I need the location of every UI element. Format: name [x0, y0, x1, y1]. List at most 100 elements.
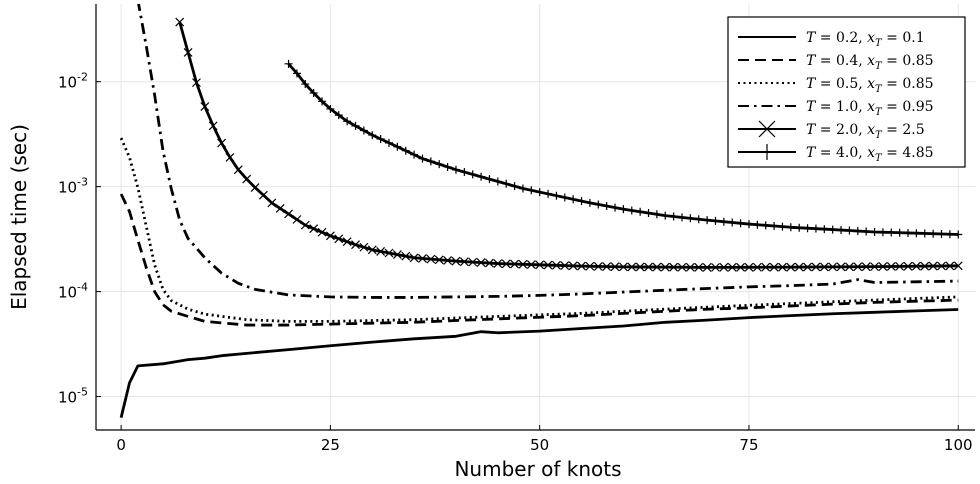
plus-marker [611, 203, 620, 212]
plus-marker [820, 225, 829, 234]
x-marker [870, 262, 879, 272]
x-marker [702, 262, 712, 272]
x-marker [526, 260, 536, 269]
plus-marker [401, 146, 410, 155]
plus-marker [719, 217, 728, 226]
legend-entry-4: T = 2.0, xT = 2.5 [738, 120, 925, 141]
x-marker [610, 262, 620, 272]
x-marker [401, 251, 411, 261]
x-marker [736, 262, 746, 272]
x-marker [183, 48, 193, 57]
x-tick-label: 50 [530, 436, 549, 454]
legend-label: T = 0.5, xT = 0.85 [806, 76, 934, 95]
plus-marker [686, 214, 695, 223]
plus-marker [418, 154, 427, 163]
y-tick-exponent: -5 [77, 386, 88, 399]
x-marker [577, 261, 586, 271]
plus-marker [887, 228, 896, 237]
x-marker [309, 224, 319, 234]
plus-marker [778, 222, 787, 231]
x-marker [761, 262, 771, 272]
plus-marker [443, 162, 452, 171]
plus-marker [904, 228, 913, 237]
plus-marker [828, 225, 837, 234]
plus-marker [435, 160, 444, 169]
x-marker [217, 138, 226, 148]
x-marker [635, 262, 645, 272]
x-marker [778, 262, 787, 272]
y-tick-exponent: -4 [77, 281, 88, 294]
plus-marker [493, 177, 502, 186]
x-marker [418, 254, 427, 263]
x-marker [711, 262, 720, 272]
x-marker [552, 260, 561, 270]
x-marker [758, 120, 776, 138]
x-marker [451, 256, 461, 266]
x-marker [476, 258, 486, 268]
plus-marker [937, 229, 946, 238]
x-marker [945, 261, 955, 271]
plus-marker [912, 229, 921, 238]
x-marker [376, 246, 386, 256]
plus-marker [535, 188, 544, 197]
x-marker [443, 256, 453, 265]
series-line [119, 308, 959, 418]
x-marker [602, 262, 612, 271]
x-marker [334, 234, 344, 244]
x-marker [794, 262, 804, 272]
plus-marker [544, 189, 553, 198]
plus-marker [351, 121, 360, 130]
series-line [137, 4, 959, 299]
plus-marker [728, 218, 737, 227]
plus-marker [803, 224, 812, 233]
x-marker [175, 17, 185, 27]
x-marker [920, 261, 930, 271]
x-tick-label: 25 [321, 436, 340, 454]
x-marker [886, 262, 896, 271]
plus-marker [560, 193, 569, 202]
plus-marker [661, 211, 670, 220]
plus-marker [845, 226, 854, 235]
plus-marker [878, 228, 887, 237]
x-tick-label: 75 [739, 436, 758, 454]
x-marker [300, 220, 310, 230]
plus-marker [334, 111, 343, 120]
plus-marker [359, 126, 368, 135]
plus-marker [711, 216, 720, 225]
plus-marker [585, 198, 594, 207]
x-marker [744, 262, 754, 272]
x-marker [409, 253, 419, 263]
x-marker [878, 262, 888, 271]
plus-marker [694, 215, 703, 224]
x-marker [694, 262, 704, 272]
y-tick-label: 10-3 [58, 176, 88, 197]
plus-marker [703, 216, 712, 225]
y-tick-exponent: -3 [77, 176, 88, 189]
plus-marker [669, 212, 678, 221]
plus-marker [770, 221, 779, 230]
x-marker [819, 262, 829, 272]
x-marker [811, 262, 821, 272]
legend: T = 0.2, xT = 0.1 T = 0.4, xT = 0.85 T = 0… [727, 16, 966, 168]
x-marker [493, 259, 503, 268]
plus-marker [309, 89, 318, 98]
plus-marker [652, 210, 661, 219]
x-marker [861, 262, 871, 272]
y-axis-title: Elapsed time (sec) [7, 124, 31, 310]
x-marker [685, 262, 695, 272]
plus-marker [301, 80, 310, 89]
plus-marker [870, 227, 879, 236]
x-marker [593, 261, 603, 271]
y-tick-label: 10-4 [58, 281, 88, 302]
x-marker [644, 262, 653, 272]
legend-label: T = 0.2, xT = 0.1 [806, 30, 925, 49]
x-marker [292, 215, 302, 224]
legend-entry-2: T = 0.5, xT = 0.85 [738, 76, 934, 95]
x-marker [786, 262, 796, 272]
plus-marker [426, 157, 435, 166]
plus-marker [761, 221, 770, 230]
x-marker [769, 262, 779, 272]
x-marker [560, 261, 570, 271]
x-marker [911, 261, 921, 271]
legend-label: T = 4.0, xT = 4.85 [806, 145, 934, 164]
